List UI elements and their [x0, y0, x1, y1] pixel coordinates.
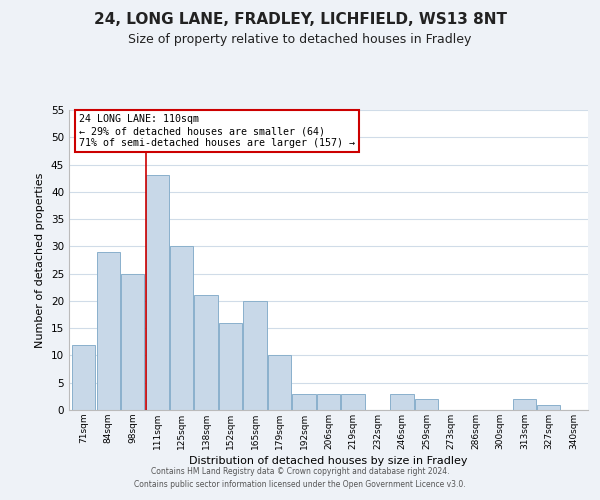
Bar: [537, 404, 560, 410]
Bar: [268, 356, 291, 410]
Bar: [391, 394, 413, 410]
Bar: [292, 394, 316, 410]
Bar: [170, 246, 193, 410]
Text: 24 LONG LANE: 110sqm
← 29% of detached houses are smaller (64)
71% of semi-detac: 24 LONG LANE: 110sqm ← 29% of detached h…: [79, 114, 355, 148]
Bar: [219, 322, 242, 410]
Text: Contains public sector information licensed under the Open Government Licence v3: Contains public sector information licen…: [134, 480, 466, 489]
Bar: [244, 301, 266, 410]
Bar: [72, 344, 95, 410]
Bar: [317, 394, 340, 410]
Bar: [341, 394, 365, 410]
Bar: [194, 296, 218, 410]
Text: Size of property relative to detached houses in Fradley: Size of property relative to detached ho…: [128, 32, 472, 46]
Y-axis label: Number of detached properties: Number of detached properties: [35, 172, 46, 348]
Bar: [97, 252, 120, 410]
Bar: [146, 176, 169, 410]
Bar: [121, 274, 144, 410]
Bar: [513, 399, 536, 410]
Bar: [415, 399, 438, 410]
X-axis label: Distribution of detached houses by size in Fradley: Distribution of detached houses by size …: [189, 456, 468, 466]
Text: Contains HM Land Registry data © Crown copyright and database right 2024.: Contains HM Land Registry data © Crown c…: [151, 467, 449, 476]
Text: 24, LONG LANE, FRADLEY, LICHFIELD, WS13 8NT: 24, LONG LANE, FRADLEY, LICHFIELD, WS13 …: [94, 12, 506, 28]
